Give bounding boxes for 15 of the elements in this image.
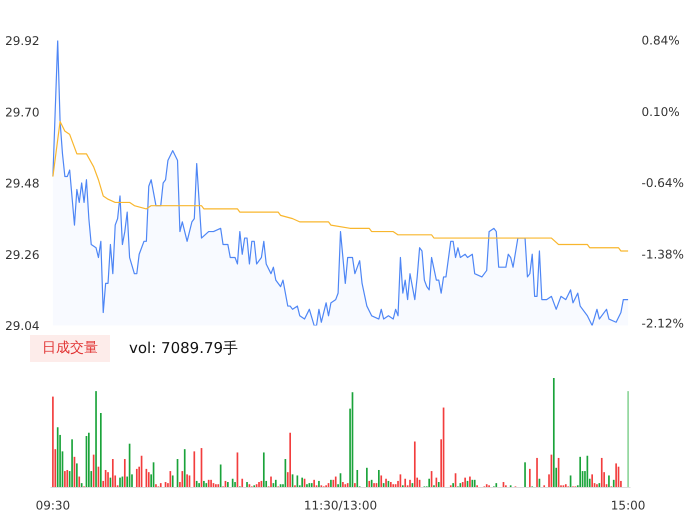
x-tick-label: 09:30	[36, 498, 70, 513]
y2-tick-label: -1.38%	[642, 247, 684, 262]
y-tick-label: 29.70	[5, 105, 40, 120]
y2-tick-label: 0.84%	[642, 34, 680, 48]
y-tick-label: 29.92	[5, 34, 40, 48]
y2-tick-label: -0.64%	[642, 176, 684, 190]
y-tick-label: 29.26	[5, 248, 40, 262]
y-tick-label: 29.04	[5, 319, 40, 333]
x-tick-label: 11:30/13:00	[304, 498, 378, 513]
chart-title: 日成交量	[42, 339, 98, 358]
x-tick-label: 15:00	[610, 498, 646, 513]
y2-tick-label: 0.10%	[642, 104, 680, 119]
chart-subtitle: vol: 7089.79手	[129, 338, 238, 359]
y-tick-label: 29.48	[5, 176, 40, 190]
y2-tick-label: -2.12%	[642, 316, 684, 330]
